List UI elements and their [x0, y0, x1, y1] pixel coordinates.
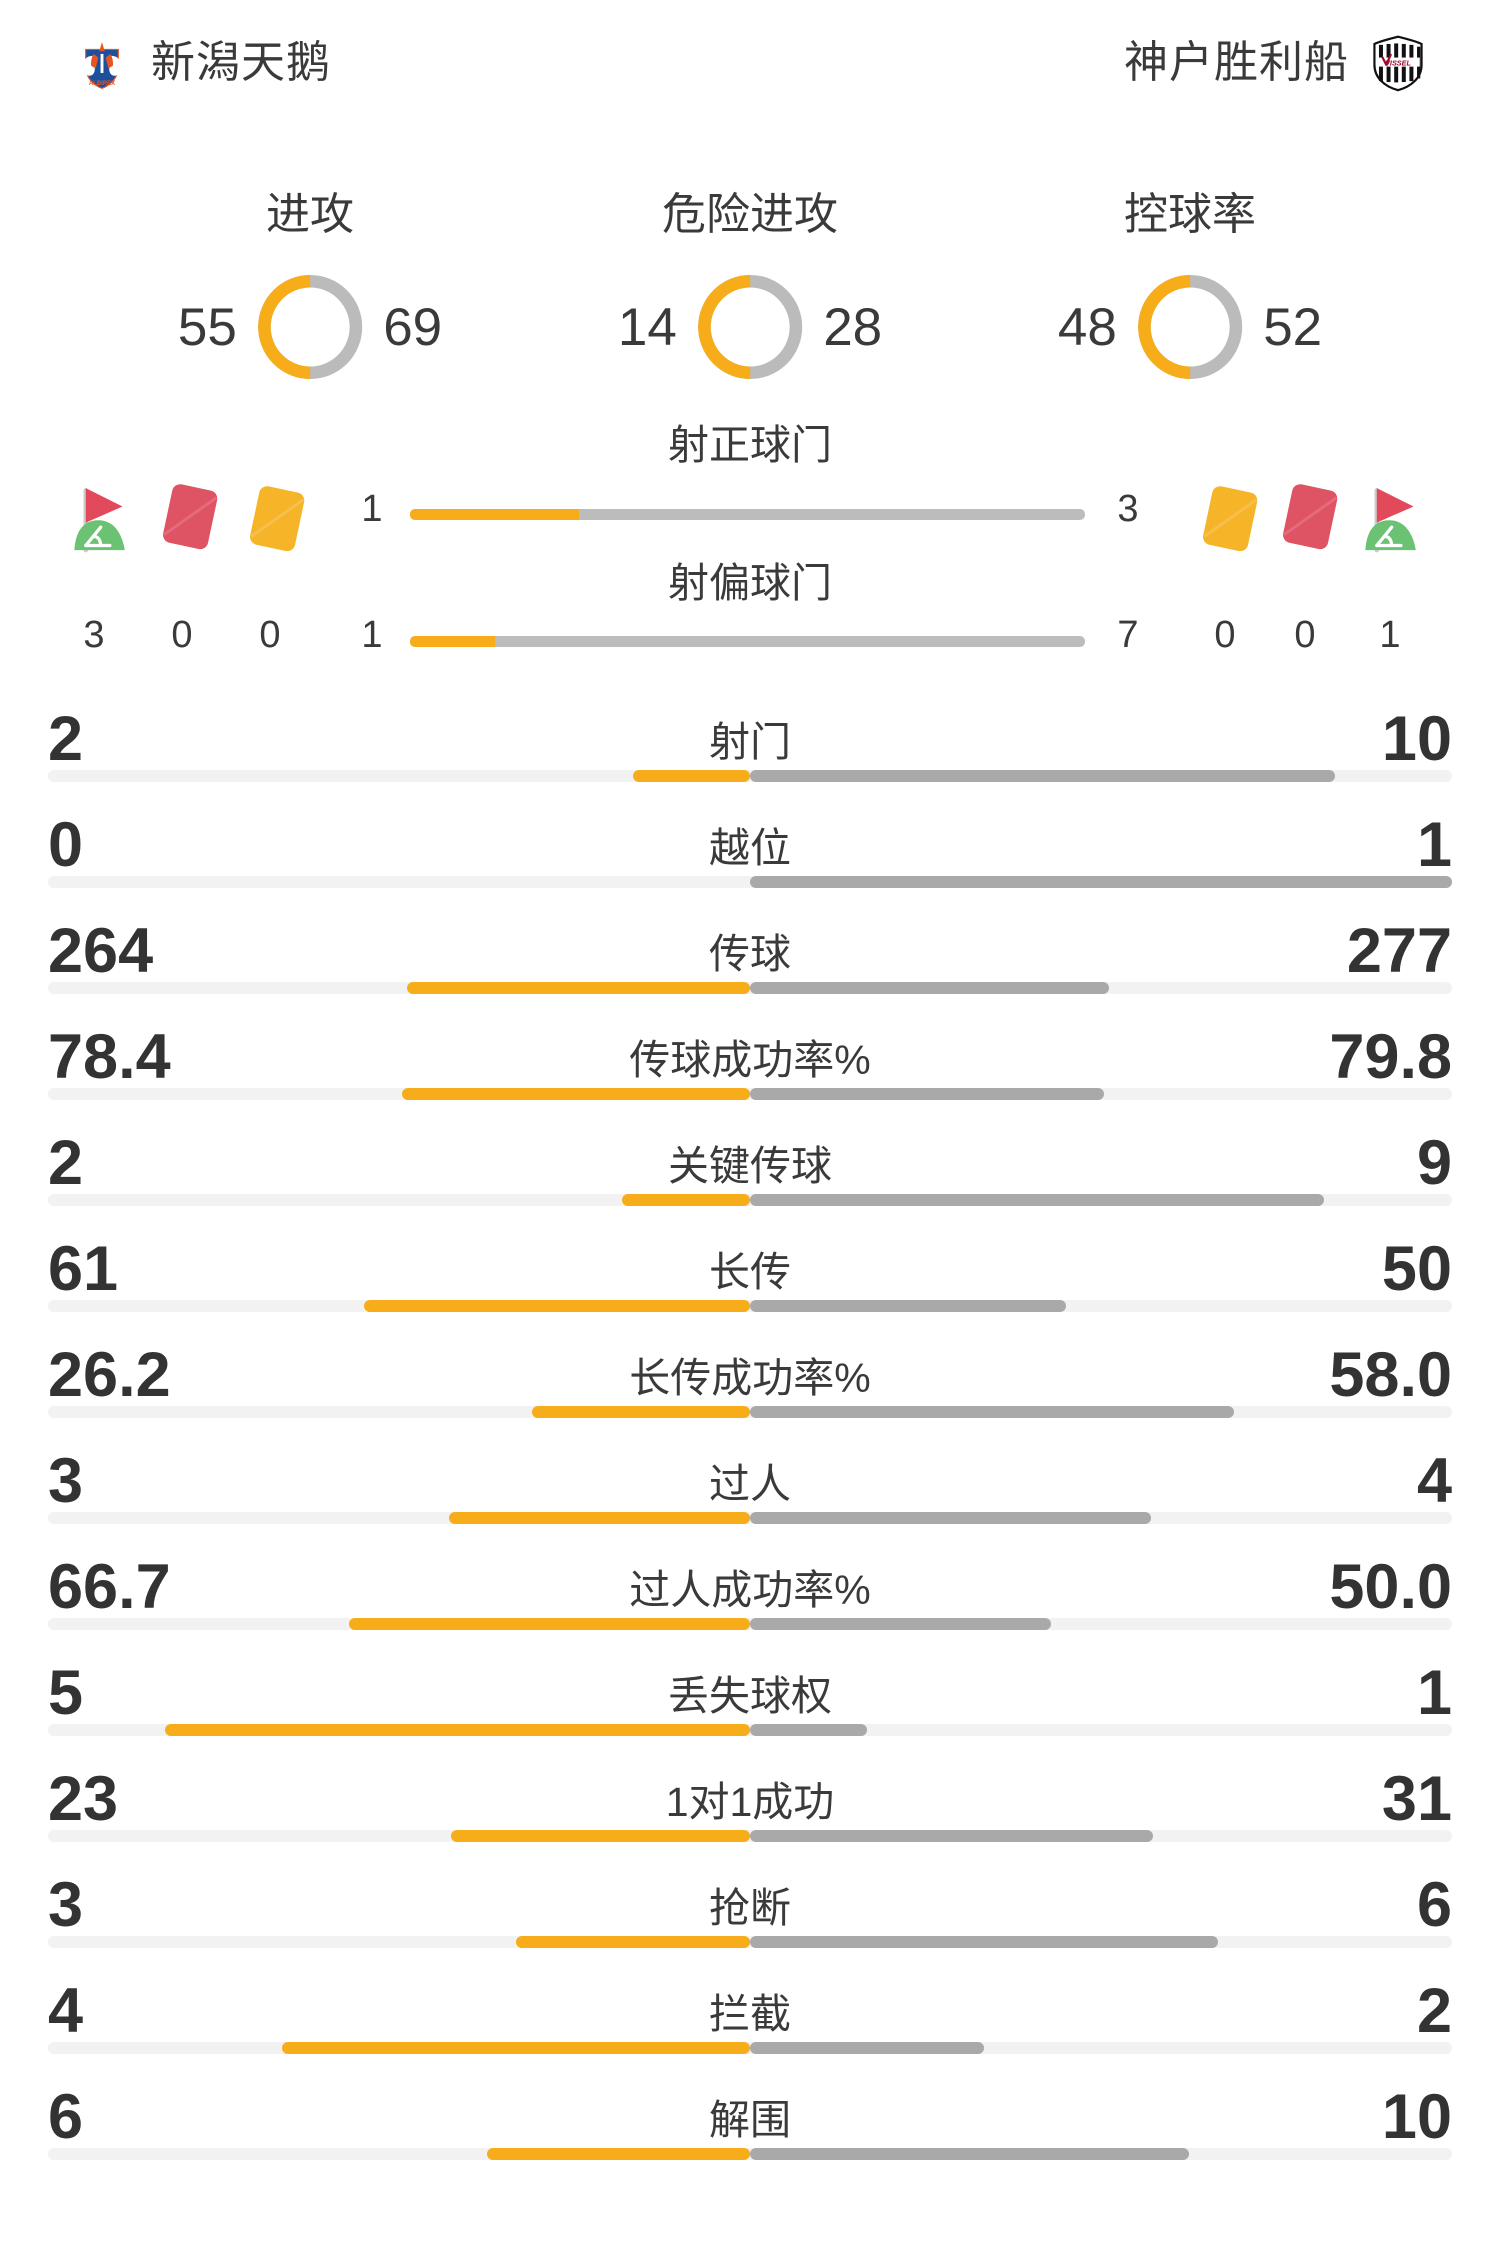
svg-text:ALBIREX: ALBIREX: [89, 81, 115, 87]
